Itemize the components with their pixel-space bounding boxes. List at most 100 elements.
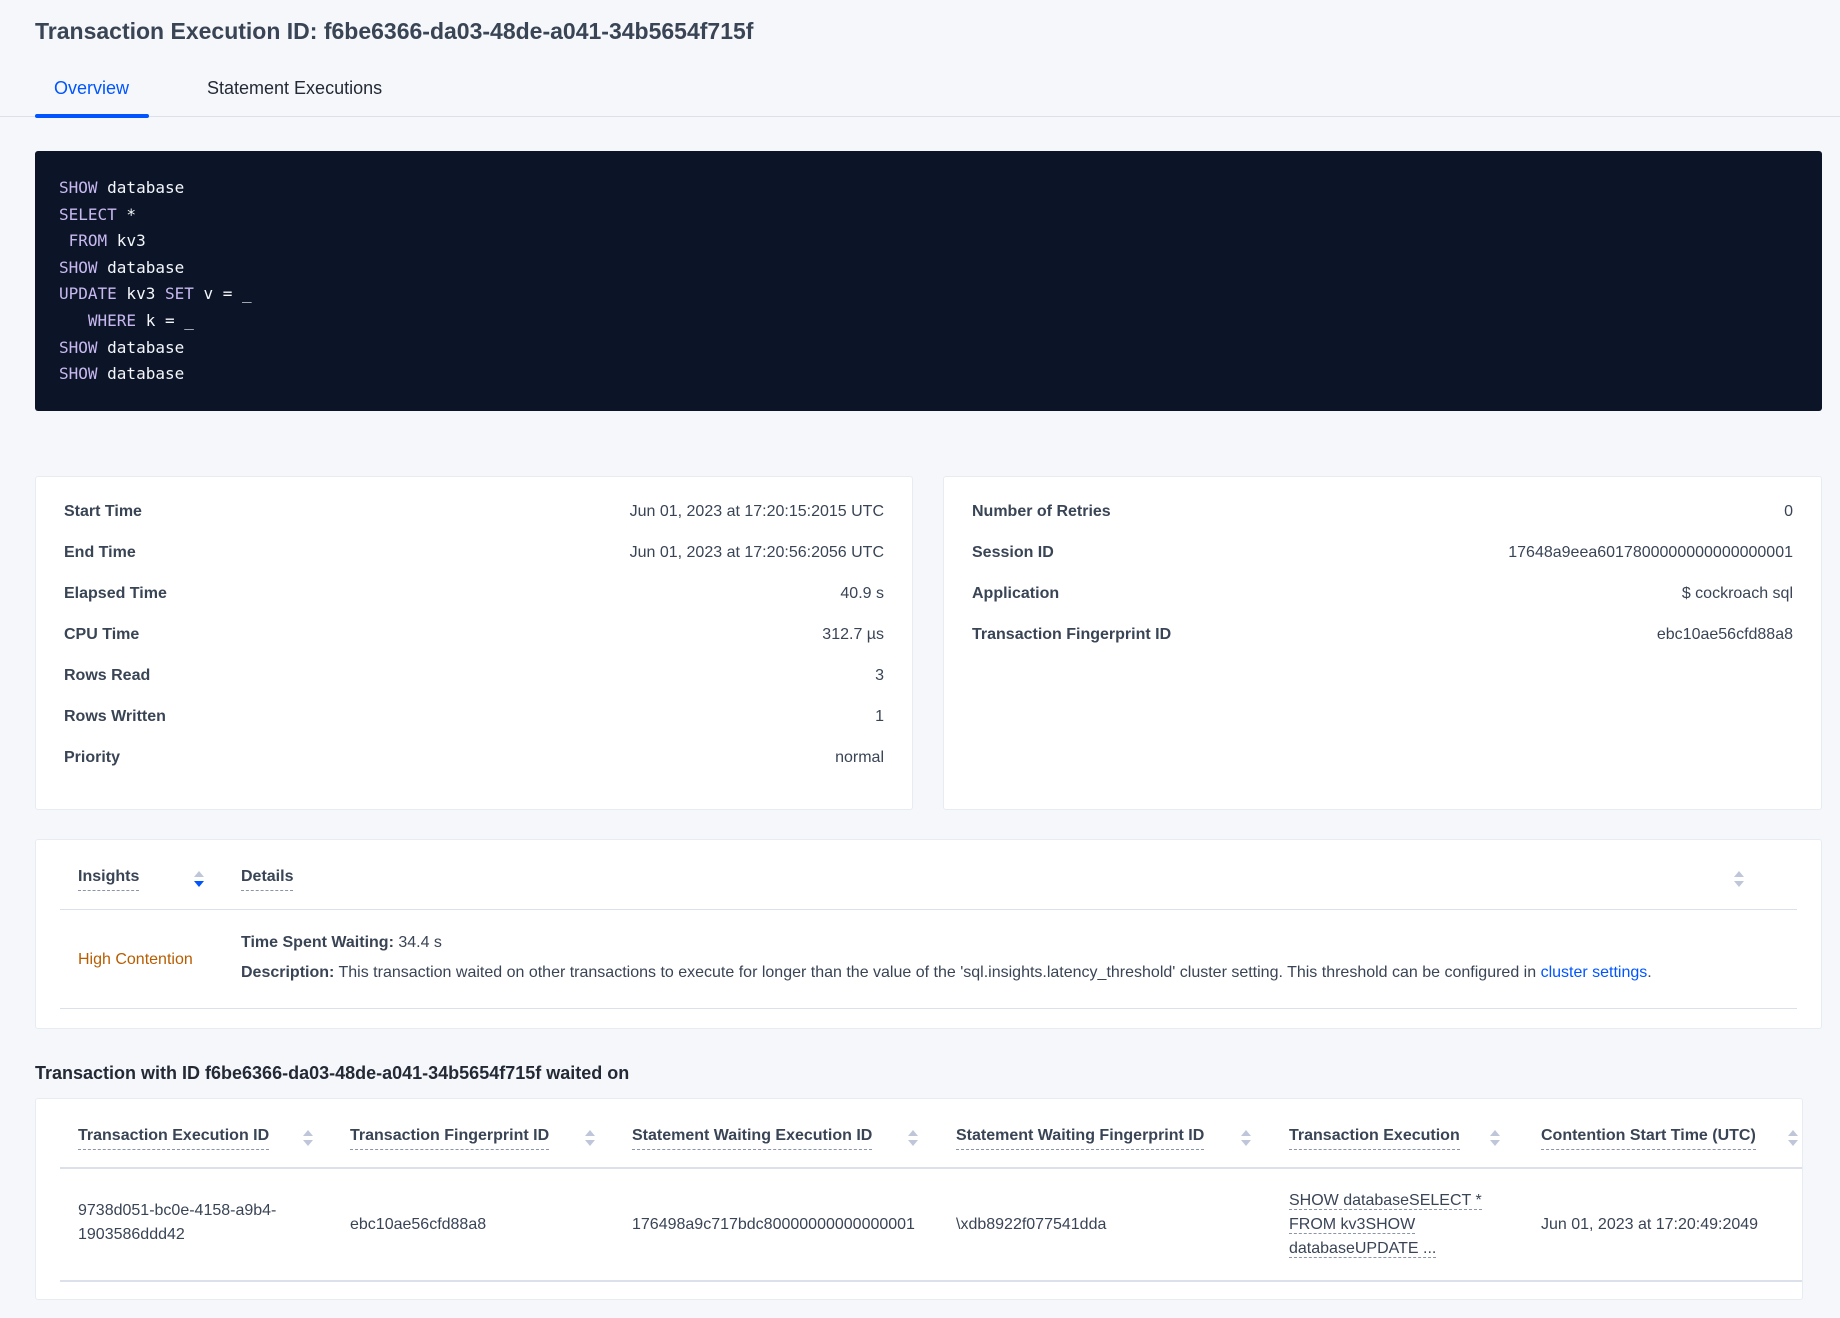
sort-icon[interactable] bbox=[1241, 1130, 1251, 1148]
summary-card-left: Start Time Jun 01, 2023 at 17:20:15:2015 … bbox=[35, 476, 913, 810]
summary-label: Rows Written bbox=[64, 708, 166, 725]
summary-row: Rows Written 1 bbox=[64, 708, 884, 732]
summary-label: Rows Read bbox=[64, 667, 151, 684]
tab-bar: Overview Statement Executions bbox=[0, 70, 1840, 118]
summary-card-right: Number of Retries 0 Session ID 17648a9eea60… bbox=[943, 476, 1822, 810]
cell-txn-execution[interactable]: SHOW databaseSELECT * FROM kv3SHOW databas… bbox=[1289, 1189, 1482, 1261]
sql-text: * bbox=[116, 204, 137, 224]
summary-row: Transaction Fingerprint ID ebc10ae56cfd88… bbox=[972, 626, 1793, 650]
sql-code-block: SHOW database SELECT * FROM kv3 SHOW datab… bbox=[35, 151, 1822, 411]
sql-text: kv3 bbox=[116, 284, 165, 304]
sql-keyword: SET bbox=[164, 284, 194, 304]
sql-keyword: SHOW bbox=[59, 257, 98, 277]
sql-line: SHOW database bbox=[59, 335, 1798, 362]
cluster-settings-link[interactable]: cluster settings bbox=[1540, 964, 1648, 981]
summary-value: 3 bbox=[875, 667, 884, 684]
text: 9738d051-bc0e-4158-a9b4- bbox=[78, 1202, 277, 1219]
summary-label: Application bbox=[972, 585, 1060, 602]
summary-value: $ cockroach sql bbox=[1681, 585, 1793, 602]
tab-statement-executions[interactable]: Statement Executions bbox=[207, 78, 383, 98]
sort-icon[interactable] bbox=[585, 1130, 595, 1148]
waited-on-heading: Transaction with ID f6be6366-da03-48de-a… bbox=[35, 1063, 630, 1083]
column-header[interactable]: Statement Waiting Fingerprint ID bbox=[956, 1127, 1205, 1150]
sql-keyword: SHOW bbox=[59, 178, 98, 197]
summary-label: Elapsed Time bbox=[64, 585, 167, 602]
sql-text: database bbox=[97, 257, 185, 277]
text: This transaction waited on other transac… bbox=[334, 964, 1541, 981]
label: Description: bbox=[241, 964, 335, 981]
summary-value: Jun 01, 2023 at 17:20:15:2015 UTC bbox=[629, 503, 884, 520]
sql-text: k = _ bbox=[136, 310, 194, 330]
summary-row: Number of Retries 0 bbox=[972, 503, 1793, 527]
summary-row: Rows Read 3 bbox=[64, 667, 884, 691]
cell-stmt-fingerprint-id: \xdb8922f077541dda bbox=[956, 1216, 1107, 1233]
active-tab-indicator bbox=[35, 114, 149, 118]
sort-icon[interactable] bbox=[1490, 1130, 1500, 1148]
summary-row: End Time Jun 01, 2023 at 17:20:56:2056 UT… bbox=[64, 544, 884, 568]
summary-value: 0 bbox=[1784, 503, 1793, 520]
summary-label: CPU Time bbox=[64, 626, 140, 643]
cell-stmt-exec-id: 176498a9c717bdc80000000000000001 bbox=[632, 1216, 915, 1233]
sql-keyword: SHOW bbox=[59, 364, 98, 384]
sql-keyword: FROM bbox=[59, 231, 108, 251]
summary-label: Priority bbox=[64, 749, 121, 766]
fingerprint-link[interactable]: ebc10ae56cfd88a8 bbox=[1656, 626, 1793, 643]
time-spent-waiting: Time Spent Waiting: 34.4 s bbox=[241, 931, 442, 955]
summary-value: Jun 01, 2023 at 17:20:56:2056 UTC bbox=[629, 544, 884, 561]
column-header[interactable]: Transaction Execution bbox=[1289, 1127, 1460, 1150]
summary-row: Elapsed Time 40.9 s bbox=[64, 585, 884, 609]
sql-keyword: UPDATE bbox=[59, 284, 117, 304]
sql-line: SHOW database bbox=[59, 361, 1798, 388]
sql-line: FROM kv3 bbox=[59, 228, 1798, 255]
column-header[interactable]: Statement Waiting Execution ID bbox=[632, 1127, 873, 1150]
summary-label: Session ID bbox=[972, 544, 1054, 561]
insight-description: Description: This transaction waited on … bbox=[241, 961, 1652, 985]
summary-label: Start Time bbox=[64, 503, 142, 520]
insights-column-header[interactable]: Insights bbox=[78, 868, 140, 891]
insight-type: High Contention bbox=[78, 951, 193, 968]
summary-value: 40.9 s bbox=[840, 585, 884, 602]
text: . bbox=[1647, 964, 1652, 981]
sql-line: WHERE k = _ bbox=[59, 308, 1798, 335]
cell-txn-fingerprint-id: ebc10ae56cfd88a8 bbox=[350, 1216, 487, 1233]
text: 1903586ddd42 bbox=[78, 1226, 185, 1243]
sql-keyword: SELECT bbox=[59, 204, 117, 224]
sort-icon[interactable] bbox=[303, 1130, 313, 1148]
summary-row: Start Time Jun 01, 2023 at 17:20:15:2015 … bbox=[64, 503, 884, 527]
tab-overview[interactable]: Overview bbox=[54, 78, 130, 98]
sql-text: database bbox=[97, 178, 185, 197]
summary-row: Application $ cockroach sql bbox=[972, 585, 1793, 609]
page-title: Transaction Execution ID: f6be6366-da03-… bbox=[35, 18, 754, 44]
text: databaseUPDATE ... bbox=[1289, 1240, 1437, 1258]
sort-icon[interactable] bbox=[1734, 871, 1744, 889]
sql-line: SELECT * bbox=[59, 202, 1798, 229]
column-header[interactable]: Contention Start Time (UTC) bbox=[1541, 1127, 1756, 1150]
value: 34.4 s bbox=[393, 934, 442, 951]
sql-text: kv3 bbox=[107, 231, 146, 251]
cell-txn-exec-id: 9738d051-bc0e-4158-a9b4- 1903586ddd42 bbox=[78, 1199, 276, 1247]
summary-label: End Time bbox=[64, 544, 136, 561]
label: Time Spent Waiting: bbox=[241, 934, 394, 951]
summary-value: 312.7 µs bbox=[822, 626, 884, 643]
sql-line: SHOW database bbox=[59, 255, 1798, 282]
cell-contention-start: Jun 01, 2023 at 17:20:49:2049 bbox=[1541, 1216, 1759, 1233]
details-column-header[interactable]: Details bbox=[241, 868, 294, 891]
summary-row: Session ID 17648a9eea60178000000000000000… bbox=[972, 544, 1793, 568]
sort-icon[interactable] bbox=[1788, 1130, 1798, 1148]
sort-icon[interactable] bbox=[908, 1130, 918, 1148]
column-header[interactable]: Transaction Execution ID bbox=[78, 1127, 270, 1150]
summary-row: CPU Time 312.7 µs bbox=[64, 626, 884, 650]
sql-text: v = _ bbox=[193, 284, 252, 304]
sql-text: database bbox=[97, 364, 185, 384]
summary-row: Priority normal bbox=[64, 749, 884, 773]
sql-line: UPDATE kv3 SET v = _ bbox=[59, 281, 1798, 308]
summary-value: 17648a9eea6017800000000000000001 bbox=[1508, 544, 1793, 561]
sql-line: SHOW database bbox=[59, 175, 1798, 202]
summary-label: Transaction Fingerprint ID bbox=[972, 626, 1172, 643]
summary-value: 1 bbox=[875, 708, 884, 725]
column-header[interactable]: Transaction Fingerprint ID bbox=[350, 1127, 550, 1150]
sort-icon[interactable] bbox=[194, 871, 204, 889]
summary-label: Number of Retries bbox=[972, 503, 1111, 520]
insights-card: Insights Details High Contention Time Sp… bbox=[35, 839, 1822, 1029]
text: FROM kv3SHOW bbox=[1289, 1216, 1416, 1234]
